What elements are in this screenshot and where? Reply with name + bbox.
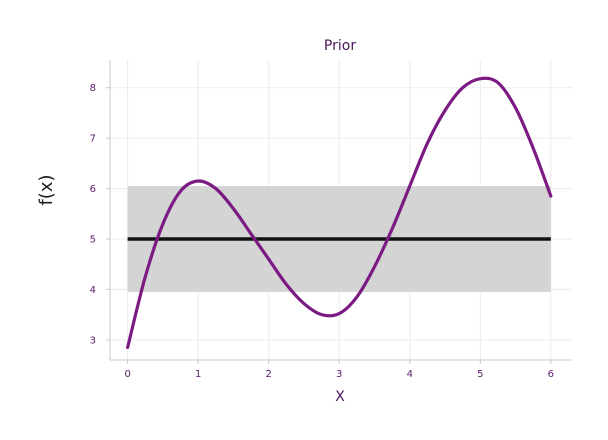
y-tick-label: 5 bbox=[90, 234, 96, 245]
x-axis-label: X bbox=[335, 389, 345, 405]
x-tick-label: 0 bbox=[124, 369, 130, 380]
y-tick-label: 8 bbox=[90, 83, 96, 94]
y-tick-label: 7 bbox=[90, 134, 96, 145]
x-tick-label: 5 bbox=[477, 369, 483, 380]
x-tick-label: 2 bbox=[266, 369, 272, 380]
y-axis-label: f(x) bbox=[36, 174, 57, 205]
x-tick-label: 1 bbox=[195, 369, 201, 380]
y-tick-label: 4 bbox=[90, 285, 96, 296]
x-tick-label: 6 bbox=[548, 369, 554, 380]
y-tick-label: 6 bbox=[90, 184, 96, 195]
lines bbox=[126, 76, 553, 349]
sample-curve bbox=[126, 76, 553, 349]
axes: 0 1 2 3 4 5 6 3 4 5 6 7 8 bbox=[90, 60, 572, 380]
y-tick-label: 3 bbox=[90, 335, 96, 346]
chart-title: Prior bbox=[324, 38, 356, 54]
x-tick-label: 4 bbox=[407, 369, 413, 380]
x-tick-label: 3 bbox=[336, 369, 342, 380]
